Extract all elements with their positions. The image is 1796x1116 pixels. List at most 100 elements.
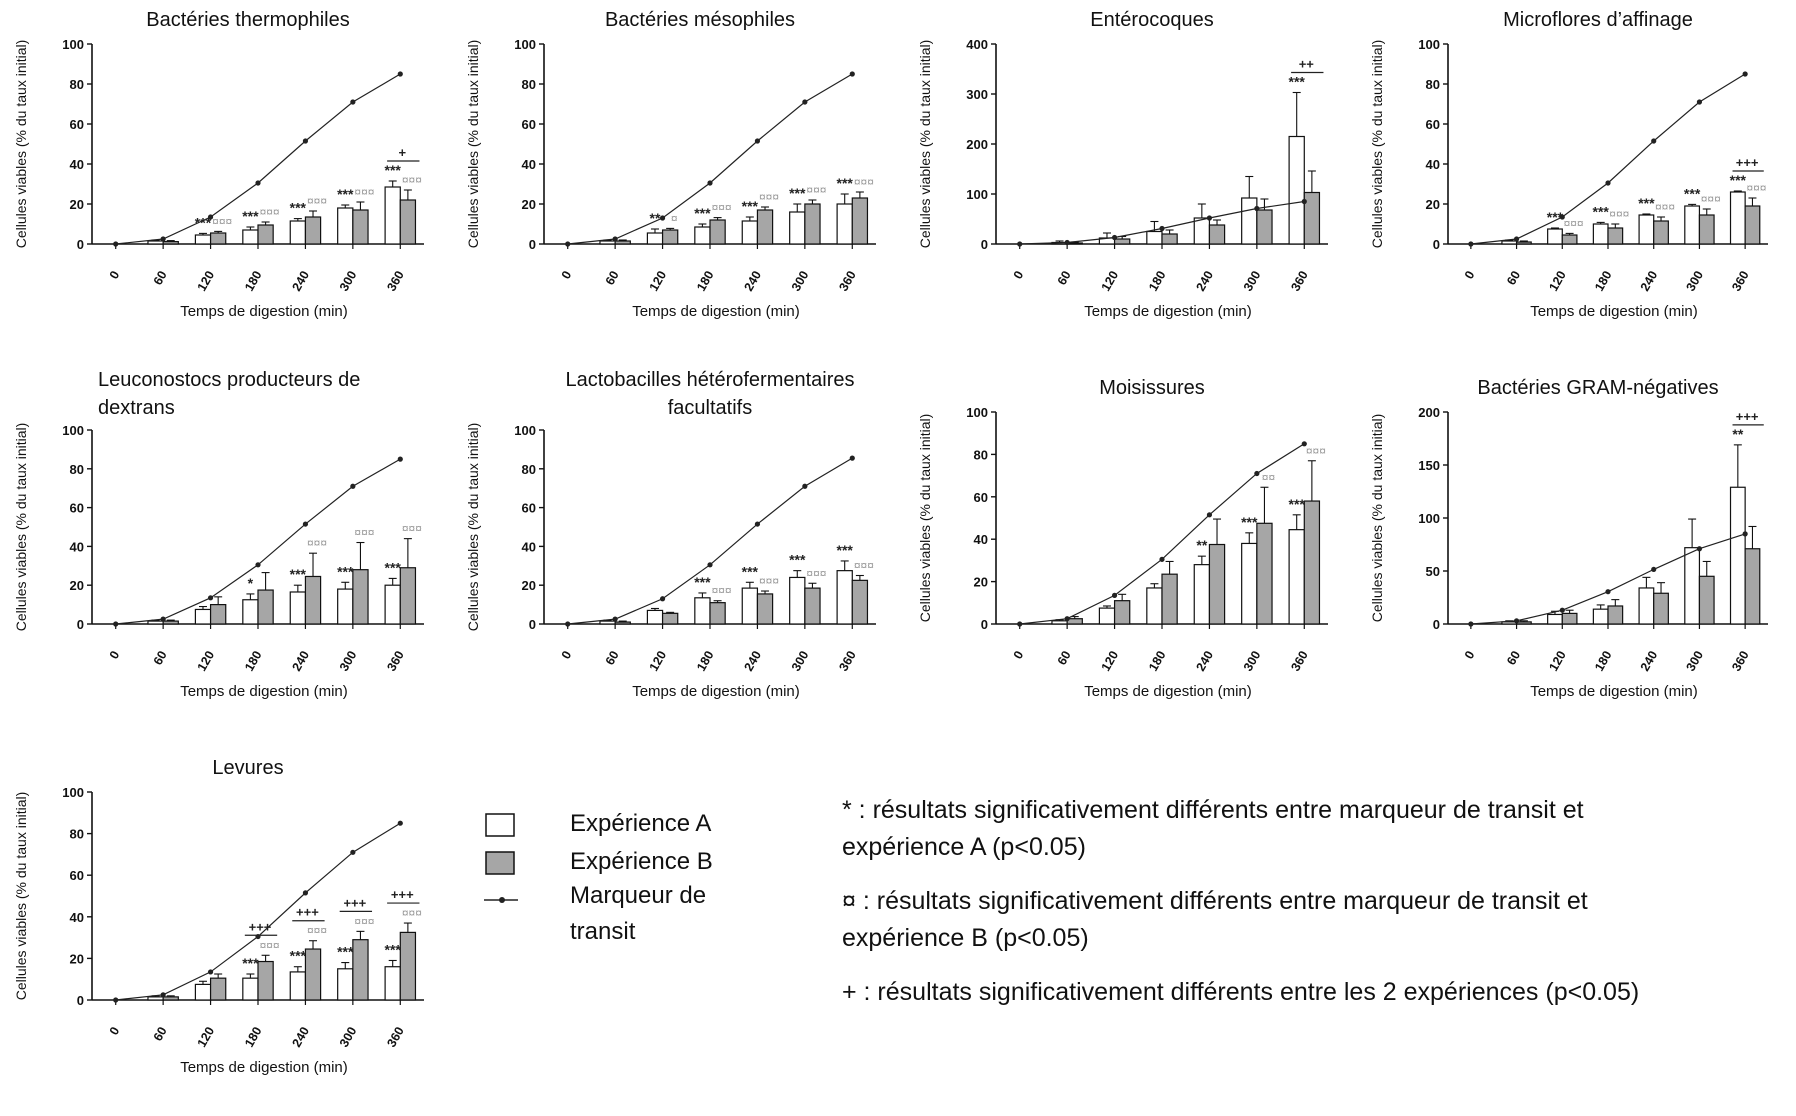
sig-marker-vs-exp-b: ¤¤¤	[402, 522, 422, 536]
sig-marker-vs-exp-b: ¤¤¤	[1746, 181, 1766, 195]
y-tick-label: 300	[966, 87, 988, 102]
bar-experience-a	[1051, 620, 1068, 625]
y-tick-label: 20	[1426, 197, 1440, 212]
sig-marker-vs-exp-a: ***	[242, 208, 259, 224]
bar-experience-a	[242, 599, 259, 625]
chart-title: Bactéries thermophiles	[146, 9, 349, 31]
chart-title: Bactéries GRAM-négatives	[1477, 377, 1718, 399]
y-tick-label: 0	[529, 237, 536, 252]
y-tick-label: 40	[70, 157, 84, 172]
transit-marker-point	[1064, 616, 1070, 622]
sig-marker-vs-exp-b: ¤¤¤	[354, 185, 374, 199]
y-tick-label: 60	[70, 117, 84, 132]
x-tick-label: 180	[694, 268, 717, 293]
sig-marker-vs-exp-a: ***	[837, 175, 854, 191]
sig-marker-vs-exp-b: ¤¤¤	[307, 536, 327, 550]
bar-experience-b	[1113, 600, 1131, 625]
bar-experience-a	[147, 240, 164, 245]
bar-experience-b	[661, 612, 679, 625]
bar-experience-a	[1288, 529, 1305, 625]
x-tick-label: 180	[1146, 648, 1169, 673]
sig-marker-vs-exp-b: ¤	[671, 211, 678, 225]
note-currency-line2: expérience B (p<0.05)	[842, 924, 1089, 952]
note-currency-line1: ¤ : résultats significativement différen…	[842, 887, 1588, 915]
sig-marker-vs-exp-b: ¤¤¤	[402, 906, 422, 920]
chart-title: Microflores d’affinage	[1503, 9, 1693, 31]
transit-marker-point	[1111, 234, 1118, 241]
x-axis-label: Temps de digestion (min)	[1084, 303, 1252, 320]
bar-experience-a	[1241, 542, 1258, 625]
transit-marker-point	[160, 992, 166, 998]
bar-experience-b	[851, 579, 869, 625]
y-tick-label: 60	[70, 501, 84, 516]
y-tick-label: 40	[974, 532, 988, 547]
bar-experience-a	[1146, 587, 1163, 625]
x-tick-label: 300	[337, 648, 360, 673]
bar-experience-a	[646, 232, 664, 245]
chart-panel-8: Bactéries GRAM-négatives 0 50 100 150 200 Cell…	[1369, 377, 1768, 700]
legend-label-marker-l1: Marqueur de	[570, 882, 707, 909]
bar-experience-a	[337, 968, 354, 1001]
sig-marker-vs-exp-a: **	[1196, 537, 1207, 553]
bar-experience-b	[1744, 548, 1761, 625]
x-tick-label: 360	[1729, 648, 1752, 673]
bar-experience-a	[1501, 240, 1518, 245]
bar-experience-b	[209, 232, 227, 245]
legend-swatch-exp-b	[485, 851, 515, 875]
x-tick-label: 300	[1683, 268, 1706, 293]
sig-marker-vs-exp-b: ¤¤¤	[712, 201, 732, 215]
y-tick-label: 60	[974, 490, 988, 505]
chart-title: facultatifs	[668, 397, 752, 419]
legend: Expérience A Expérience B Marqueur de tr…	[478, 808, 778, 968]
chart-title: Lactobacilles hétérofermentaires	[565, 369, 854, 391]
sig-marker-vs-exp-b: ¤¤¤	[806, 183, 826, 197]
y-tick-label: 100	[966, 405, 988, 420]
y-tick-label: 40	[70, 539, 84, 554]
sig-marker-vs-exp-a: ***	[337, 563, 354, 579]
y-tick-label: 20	[70, 197, 84, 212]
x-tick-label: 0	[1011, 648, 1027, 661]
y-tick-label: 80	[70, 827, 84, 842]
x-tick-label: 60	[603, 648, 622, 667]
bar-experience-b	[352, 209, 369, 245]
y-tick-label: 40	[1426, 157, 1440, 172]
transit-marker-point	[302, 521, 309, 527]
x-tick-label: 360	[384, 648, 407, 673]
bar-experience-b	[661, 229, 679, 245]
sig-marker-vs-exp-b: ¤¤	[1262, 470, 1276, 484]
x-tick-label: 60	[151, 1024, 170, 1043]
bar-experience-a	[1638, 587, 1655, 625]
y-tick-label: 100	[966, 187, 988, 202]
sig-marker-vs-exp-a: ***	[290, 200, 307, 216]
y-axis-label: Cellules viables (% du taux initial)	[13, 423, 29, 632]
bar-experience-a	[194, 234, 212, 245]
x-tick-label: 300	[1241, 268, 1264, 293]
y-tick-label: 40	[522, 157, 536, 172]
x-axis-label: Temps de digestion (min)	[180, 683, 348, 700]
x-tick-label: 0	[1462, 648, 1478, 661]
x-axis-label: Temps de digestion (min)	[1530, 683, 1698, 700]
transit-marker-point	[1206, 215, 1213, 221]
bar-experience-a	[599, 240, 616, 245]
bar-experience-a	[242, 977, 259, 1001]
y-tick-label: 100	[62, 785, 84, 800]
transit-marker-point	[1651, 566, 1657, 573]
y-tick-label: 50	[1426, 564, 1440, 579]
bar-experience-a	[789, 211, 806, 245]
transit-marker-point	[207, 595, 214, 601]
bar-experience-a	[1684, 547, 1701, 625]
bar-experience-b	[209, 604, 227, 625]
x-tick-label: 0	[107, 648, 123, 661]
sig-marker-between-exps: +++	[296, 905, 319, 920]
y-axis-label: Cellules viables (% du taux initial)	[917, 40, 933, 249]
bar-experience-a	[147, 620, 164, 625]
bar-experience-b	[399, 199, 417, 245]
bar-experience-b	[209, 977, 227, 1001]
y-tick-label: 0	[77, 993, 84, 1008]
x-tick-label: 120	[647, 268, 670, 293]
sig-marker-vs-exp-b: ¤¤¤	[806, 566, 826, 580]
x-tick-label: 60	[1504, 648, 1523, 667]
bar-experience-b	[756, 593, 774, 625]
sig-marker-vs-exp-a: **	[1732, 426, 1743, 442]
sig-marker-vs-exp-a: **	[650, 210, 661, 226]
